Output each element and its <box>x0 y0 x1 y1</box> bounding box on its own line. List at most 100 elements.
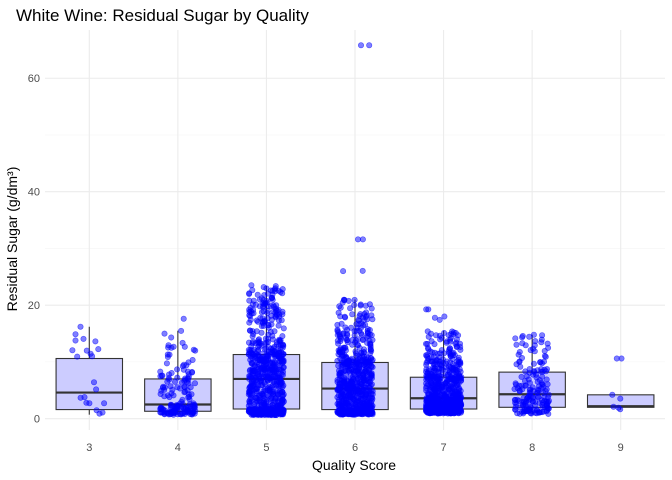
data-point <box>340 361 347 368</box>
points-9 <box>609 355 625 413</box>
data-point <box>262 407 269 414</box>
chart-title: White Wine: Residual Sugar by Quality <box>16 6 309 25</box>
data-point <box>425 346 432 353</box>
data-point <box>457 377 464 384</box>
data-point <box>357 301 364 308</box>
data-point <box>350 407 357 414</box>
data-point <box>431 341 438 348</box>
data-point <box>512 335 519 342</box>
data-point <box>269 364 276 371</box>
data-point <box>423 406 430 413</box>
data-point <box>432 373 439 380</box>
data-point <box>457 346 464 353</box>
data-point <box>177 385 184 392</box>
data-point <box>258 329 265 336</box>
data-point <box>168 344 175 351</box>
data-point <box>513 341 520 348</box>
data-point <box>445 376 452 383</box>
points-8 <box>511 331 552 417</box>
data-point <box>171 409 178 416</box>
data-point <box>453 339 460 346</box>
data-point <box>338 349 345 356</box>
data-point <box>252 352 259 359</box>
data-point <box>247 356 254 363</box>
data-point <box>545 410 552 417</box>
data-point <box>172 378 179 385</box>
data-point <box>273 339 280 346</box>
data-point <box>336 387 343 394</box>
data-point <box>453 373 460 380</box>
data-point <box>168 405 175 412</box>
data-point <box>363 312 370 319</box>
data-point <box>350 385 357 392</box>
x-tick-label: 3 <box>86 442 92 454</box>
data-point <box>269 294 276 301</box>
data-point <box>428 380 435 387</box>
data-point <box>264 307 271 314</box>
data-point <box>526 366 533 373</box>
data-point <box>280 325 287 332</box>
data-point <box>271 373 278 380</box>
data-point <box>277 406 284 413</box>
data-point <box>522 402 529 409</box>
data-point <box>93 386 100 393</box>
data-point <box>542 353 549 360</box>
data-point <box>99 409 106 416</box>
data-point <box>360 377 367 384</box>
data-point <box>424 351 431 358</box>
data-point <box>273 312 280 319</box>
data-point <box>74 353 81 360</box>
data-point <box>359 391 366 398</box>
data-point <box>91 379 98 386</box>
data-point <box>441 409 448 416</box>
data-point <box>538 368 545 375</box>
data-point <box>279 383 286 390</box>
x-tick-label: 4 <box>175 442 181 454</box>
data-point <box>161 330 168 337</box>
data-point <box>432 392 439 399</box>
data-point <box>537 359 544 366</box>
data-point <box>246 290 253 297</box>
data-point <box>69 347 76 354</box>
data-point <box>263 345 270 352</box>
data-point <box>178 327 185 334</box>
data-point <box>517 404 524 411</box>
data-point <box>354 342 361 349</box>
data-point <box>274 391 281 398</box>
data-point <box>248 378 255 385</box>
data-point <box>534 378 541 385</box>
data-point <box>179 339 186 346</box>
data-point <box>363 369 370 376</box>
data-point <box>174 366 181 373</box>
data-point <box>443 358 450 365</box>
data-point <box>344 384 351 391</box>
data-point <box>530 331 537 338</box>
data-point <box>364 407 371 414</box>
data-point <box>343 401 350 408</box>
data-point <box>191 410 198 417</box>
points-5 <box>245 282 287 419</box>
data-point <box>361 400 368 407</box>
x-axis-title: Quality Score <box>312 457 396 473</box>
data-point <box>425 306 432 313</box>
data-point <box>272 285 279 292</box>
data-point <box>356 401 363 408</box>
points-4 <box>157 315 199 418</box>
y-tick-label: 0 <box>34 414 40 426</box>
x-tick-label: 6 <box>352 442 358 454</box>
data-point <box>526 406 533 413</box>
data-point <box>95 346 102 353</box>
data-point <box>267 402 274 409</box>
data-point <box>535 394 542 401</box>
data-point <box>158 387 165 394</box>
data-point <box>424 375 431 382</box>
data-point <box>436 316 443 323</box>
data-point <box>247 387 254 394</box>
data-point <box>366 384 373 391</box>
data-point <box>354 236 361 243</box>
data-point <box>279 333 286 340</box>
data-point <box>364 330 371 337</box>
data-point <box>449 384 456 391</box>
data-point <box>92 338 99 345</box>
data-point <box>432 358 439 365</box>
